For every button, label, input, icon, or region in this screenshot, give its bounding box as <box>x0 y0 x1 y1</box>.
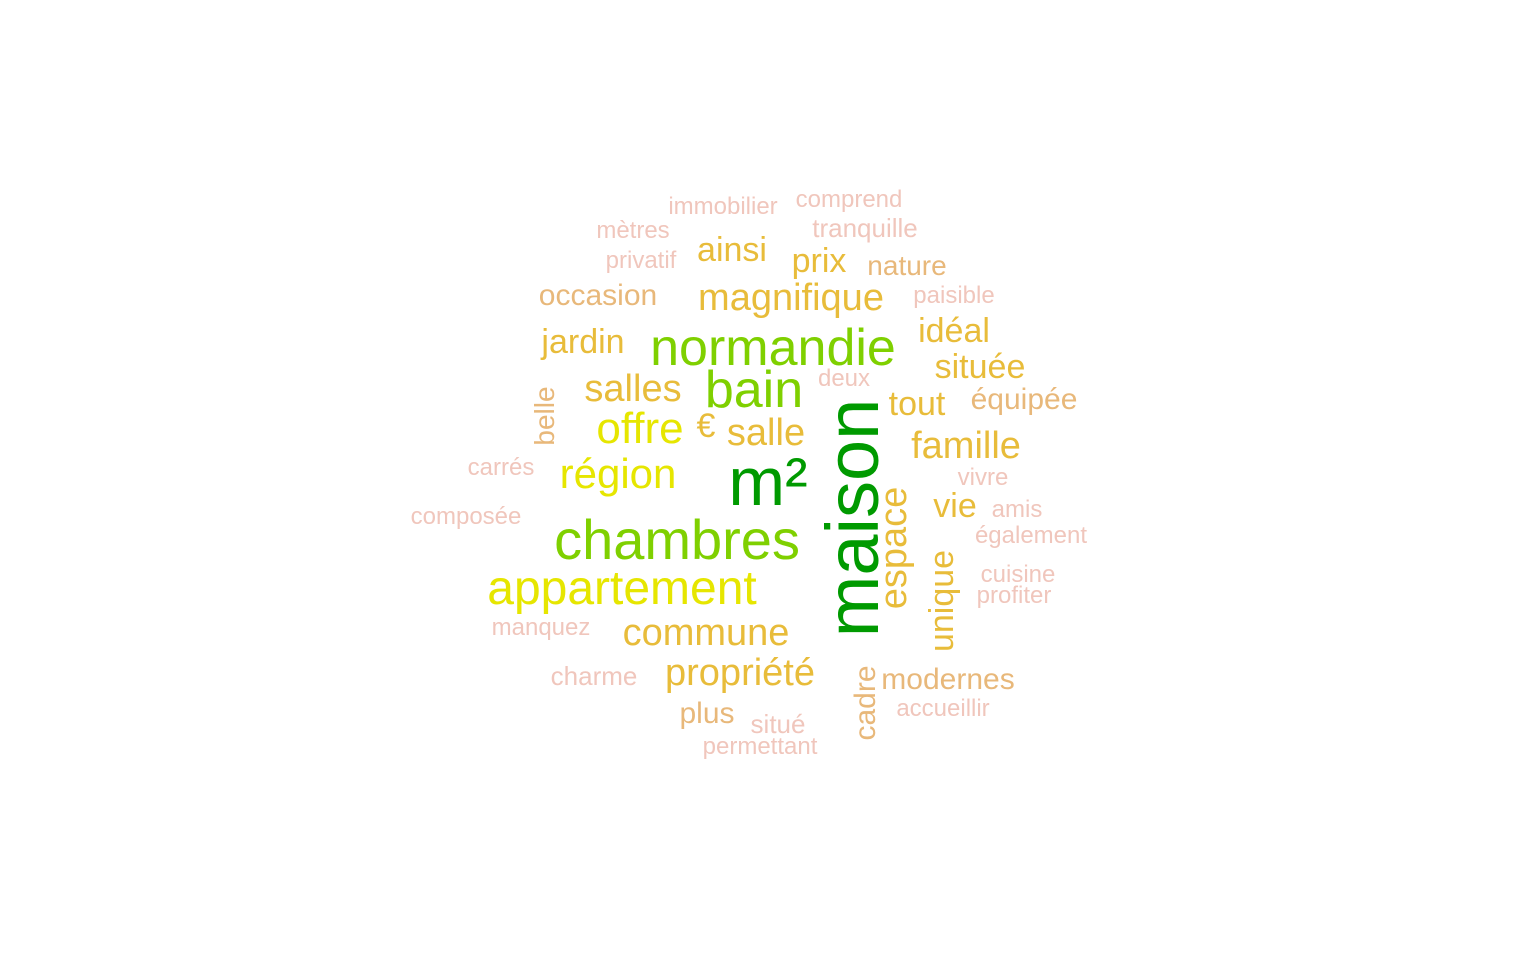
word-salles: salles <box>584 368 682 410</box>
word-magnifique: magnifique <box>698 277 884 319</box>
word-ideal: idéal <box>918 312 990 350</box>
word-tranquille: tranquille <box>812 213 918 243</box>
word-salle: salle <box>726 412 806 454</box>
word-composee: composée <box>410 503 522 530</box>
word-accueillir: accueillir <box>896 695 990 722</box>
word-unique: unique <box>923 549 961 653</box>
word-appartement: appartement <box>487 562 757 615</box>
word-offre: offre <box>596 404 684 453</box>
word-region: région <box>559 450 677 497</box>
word-deux: deux <box>817 365 871 392</box>
word-tout: tout <box>888 385 946 423</box>
word-egalement: également <box>974 522 1088 549</box>
word-situe: situé <box>750 709 806 739</box>
word-charme: charme <box>550 661 638 691</box>
word-cuisine: cuisine <box>980 561 1056 588</box>
word-nature: nature <box>867 250 947 281</box>
word-jardin: jardin <box>541 323 625 361</box>
word-occasion: occasion <box>538 279 658 312</box>
word-carres: carrés <box>467 454 535 481</box>
word-metres: mètres <box>596 217 670 244</box>
word-euro: € <box>696 407 716 445</box>
word-vie: vie <box>933 487 977 525</box>
word-commune: commune <box>622 612 790 654</box>
word-comprend: comprend <box>795 186 903 213</box>
word-chambres: chambres <box>554 508 800 571</box>
word-ainsi: ainsi <box>697 231 767 269</box>
word-paisible: paisible <box>913 282 995 309</box>
word-modernes: modernes <box>881 663 1015 696</box>
word-manquez: manquez <box>491 614 591 641</box>
word-amis: amis <box>991 496 1043 523</box>
word-vivre: vivre <box>957 464 1009 491</box>
word-situee: située <box>934 348 1026 386</box>
word-cadre: cadre <box>849 665 882 741</box>
word-m2: m² <box>728 444 808 520</box>
word-bain: bain <box>704 361 804 419</box>
word-immobilier: immobilier <box>668 193 778 220</box>
word-privatif: privatif <box>605 247 677 274</box>
word-equipee: équipée <box>970 383 1078 416</box>
word-propriete: propriété <box>665 652 815 694</box>
word-espace: espace <box>873 486 915 610</box>
word-plus: plus <box>679 697 735 730</box>
word-normandie: normandie <box>650 319 896 377</box>
word-famille: famille <box>911 425 1021 467</box>
word-permettant: permettant <box>702 733 818 760</box>
word-profiter: profiter <box>976 582 1052 609</box>
word-prix: prix <box>791 242 847 280</box>
word-belle: belle <box>529 386 560 446</box>
